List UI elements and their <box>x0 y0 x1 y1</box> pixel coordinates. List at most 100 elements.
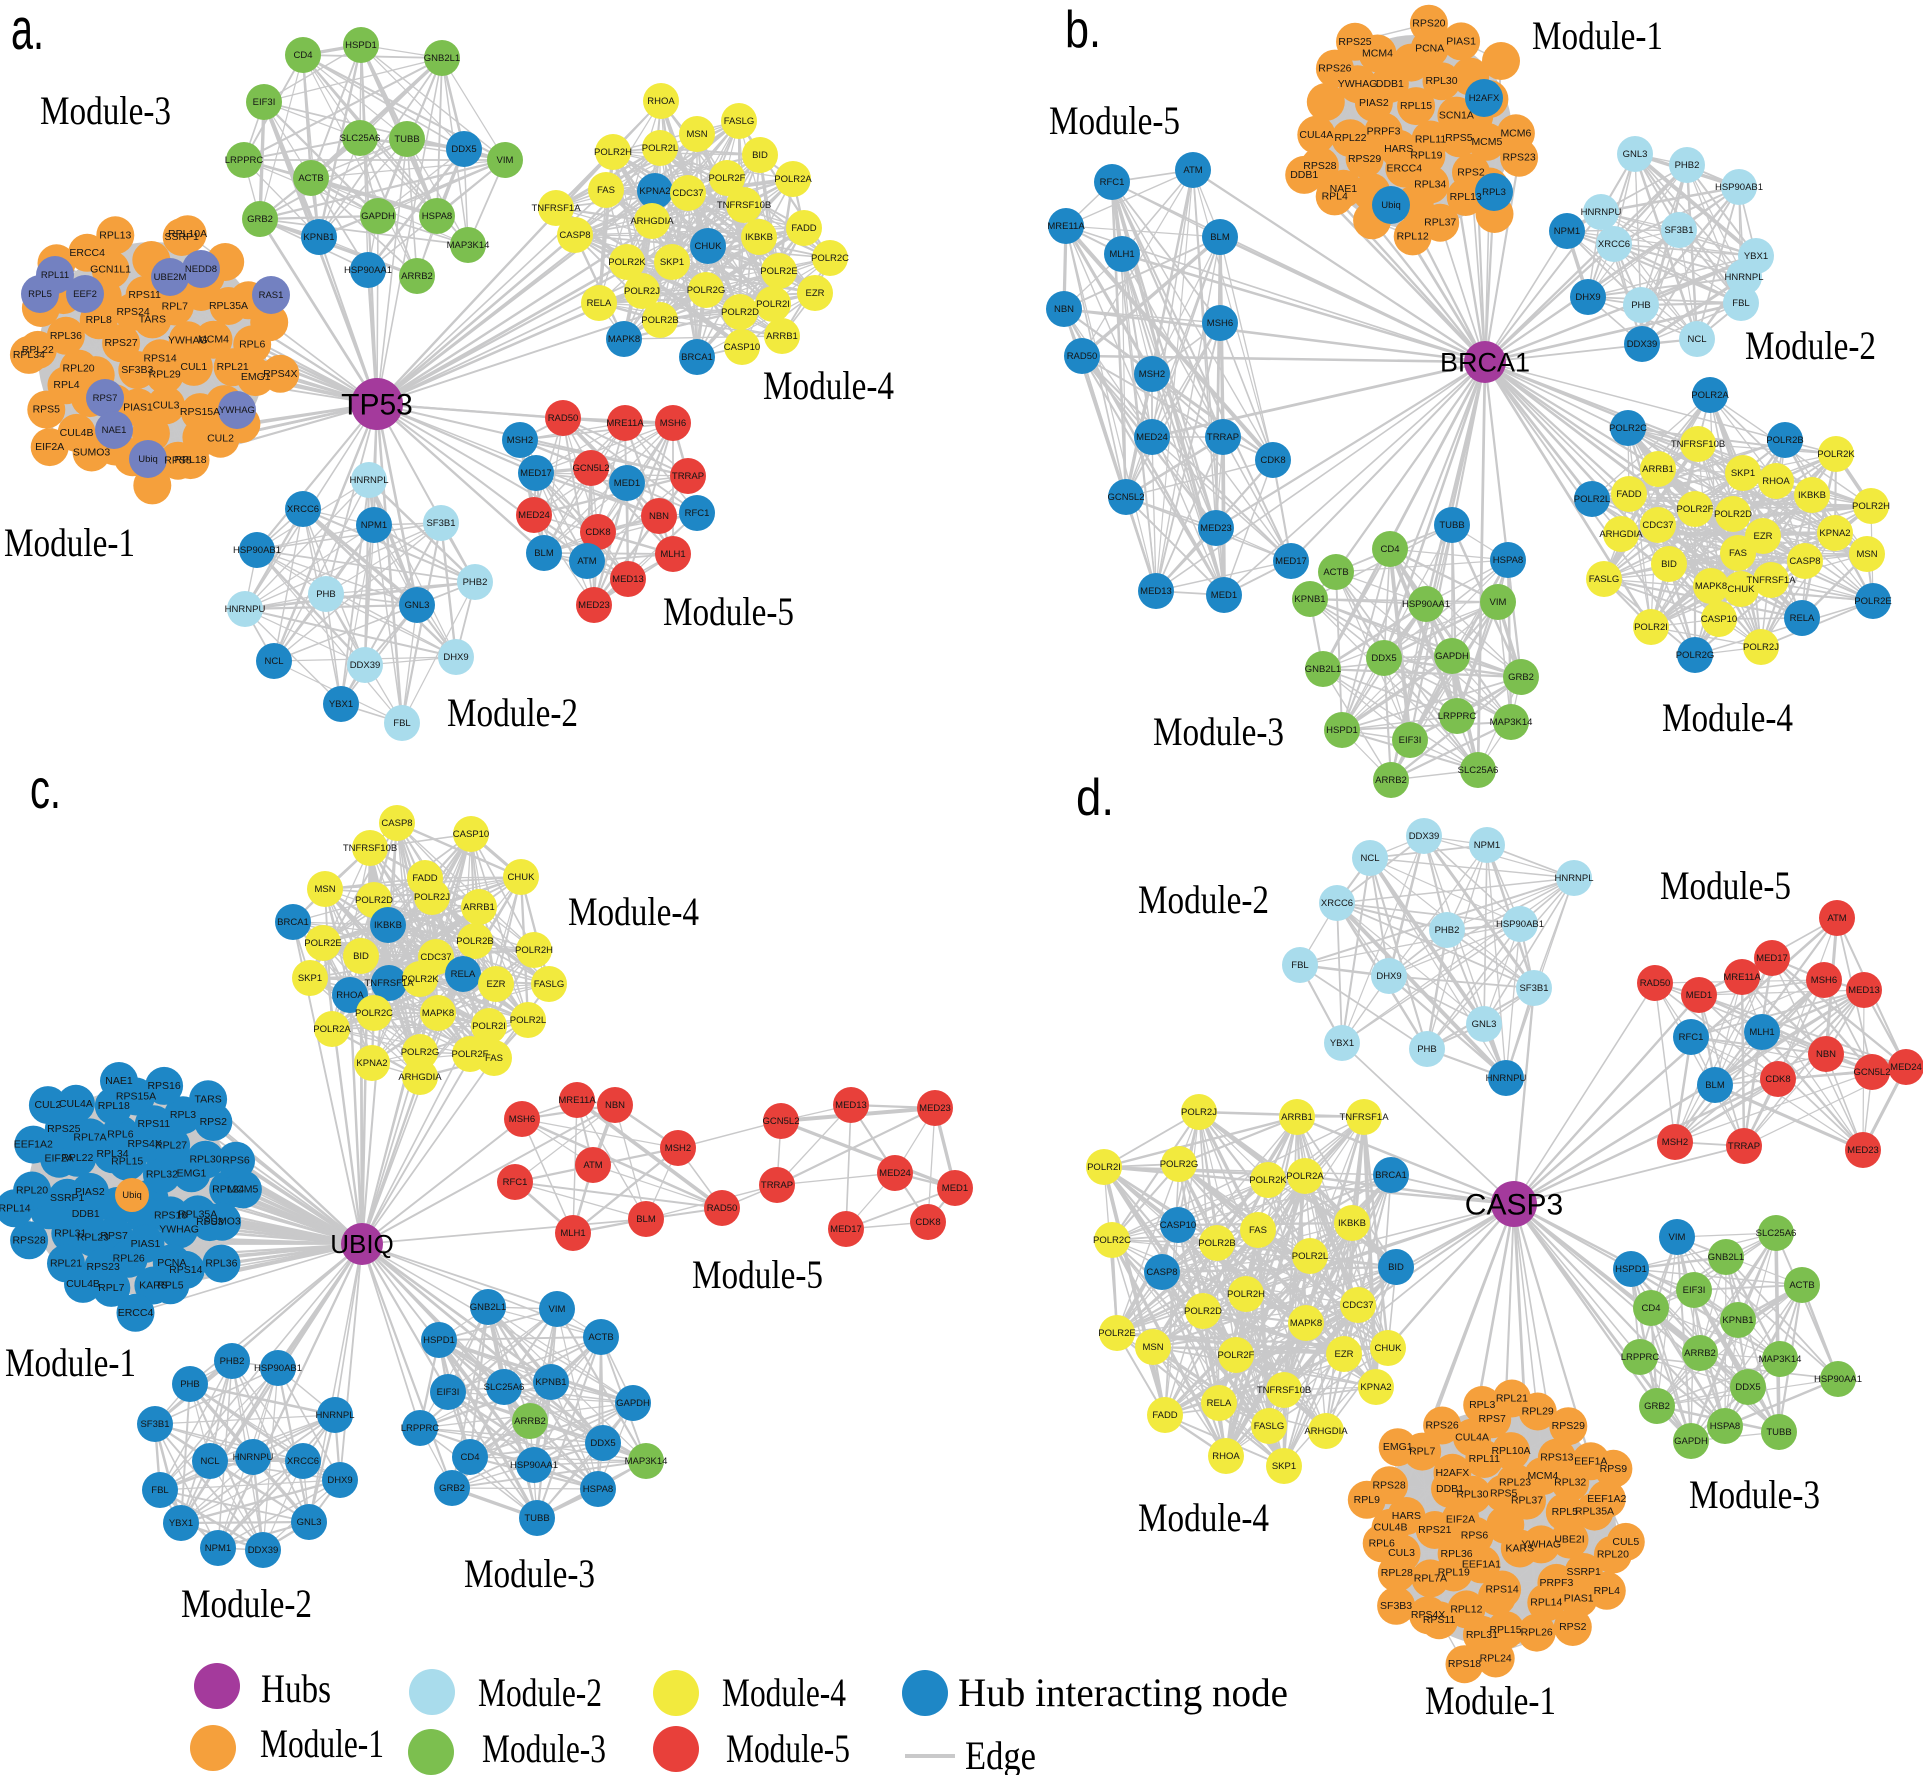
svg-text:NBN: NBN <box>605 1100 625 1111</box>
svg-text:BRCA1: BRCA1 <box>1375 1170 1407 1181</box>
svg-text:RPL7: RPL7 <box>1409 1446 1435 1458</box>
svg-text:RPL22: RPL22 <box>1334 132 1366 144</box>
svg-text:TRRAP: TRRAP <box>761 1180 793 1191</box>
svg-text:CHUK: CHUK <box>695 241 723 252</box>
svg-text:HSPA8: HSPA8 <box>583 1484 613 1495</box>
svg-text:KPNB1: KPNB1 <box>535 1377 566 1388</box>
svg-text:MED13: MED13 <box>835 1100 867 1111</box>
svg-text:GCN5L2: GCN5L2 <box>763 1116 800 1127</box>
svg-text:MED23: MED23 <box>919 1103 951 1114</box>
svg-text:CUL5: CUL5 <box>1612 1536 1639 1548</box>
svg-text:RPL36: RPL36 <box>1441 1548 1473 1560</box>
svg-text:Hubs: Hubs <box>261 1666 331 1711</box>
svg-text:ARRB1: ARRB1 <box>1642 464 1674 475</box>
svg-text:POLR2F: POLR2F <box>709 173 746 184</box>
svg-text:POLR2K: POLR2K <box>608 257 646 268</box>
svg-text:DDX39: DDX39 <box>1409 831 1440 842</box>
svg-text:RAD50: RAD50 <box>548 413 579 424</box>
svg-text:ATM: ATM <box>1827 913 1846 924</box>
svg-text:RPL23: RPL23 <box>1499 1477 1531 1489</box>
svg-text:RPL21: RPL21 <box>50 1257 82 1269</box>
svg-text:MCM4: MCM4 <box>1527 1470 1558 1482</box>
svg-text:RPS28: RPS28 <box>12 1234 45 1246</box>
svg-text:MAPK8: MAPK8 <box>608 334 640 345</box>
svg-text:PIAS1: PIAS1 <box>131 1238 161 1250</box>
svg-text:RAD50: RAD50 <box>1067 351 1098 362</box>
svg-text:POLR2A: POLR2A <box>1691 390 1729 401</box>
svg-text:DDB1: DDB1 <box>72 1208 100 1220</box>
svg-text:CDC37: CDC37 <box>1642 520 1673 531</box>
svg-text:MRE11A: MRE11A <box>1723 972 1761 983</box>
svg-text:POLR2F: POLR2F <box>1677 504 1714 515</box>
svg-text:SUMO3: SUMO3 <box>73 447 111 459</box>
svg-text:PHB2: PHB2 <box>220 1356 245 1367</box>
svg-text:FADD: FADD <box>1152 1410 1177 1421</box>
svg-text:TARS: TARS <box>139 313 166 325</box>
svg-text:RPL19: RPL19 <box>1438 1567 1470 1579</box>
svg-text:HARS: HARS <box>1392 1510 1421 1522</box>
svg-text:Module-2: Module-2 <box>478 1670 602 1715</box>
svg-text:NAE1: NAE1 <box>1330 183 1358 195</box>
svg-text:CUL2: CUL2 <box>207 433 234 445</box>
svg-text:YBX1: YBX1 <box>1744 251 1768 262</box>
svg-text:MSH6: MSH6 <box>1811 975 1837 986</box>
svg-text:Module-4: Module-4 <box>763 363 894 408</box>
svg-text:XRCC6: XRCC6 <box>287 504 319 515</box>
svg-text:RPL7A: RPL7A <box>73 1131 106 1143</box>
svg-text:SF3B1: SF3B1 <box>1664 225 1693 236</box>
svg-text:MLH1: MLH1 <box>560 1228 585 1239</box>
svg-text:RPL35A: RPL35A <box>178 1208 217 1220</box>
svg-text:RPL15: RPL15 <box>1400 100 1432 112</box>
svg-text:Module-4: Module-4 <box>722 1670 846 1715</box>
svg-text:FBL: FBL <box>151 1485 168 1496</box>
svg-text:HSP90AA1: HSP90AA1 <box>1402 599 1450 610</box>
svg-text:Module-4: Module-4 <box>1662 695 1793 740</box>
svg-text:RPL34: RPL34 <box>1414 179 1446 191</box>
svg-text:Ubiq: Ubiq <box>138 454 158 465</box>
svg-text:ARHGDIA: ARHGDIA <box>630 216 674 227</box>
svg-text:UBE2I: UBE2I <box>1554 1534 1584 1546</box>
svg-text:HSPA8: HSPA8 <box>422 211 452 222</box>
svg-text:POLR2C: POLR2C <box>355 1008 393 1019</box>
svg-text:YBX1: YBX1 <box>169 1518 193 1529</box>
svg-text:RPL10A: RPL10A <box>1491 1445 1530 1457</box>
svg-text:VIM: VIM <box>1669 1232 1686 1243</box>
svg-text:Ubiq: Ubiq <box>1381 200 1401 211</box>
svg-text:GRB2: GRB2 <box>1644 1401 1670 1412</box>
svg-text:EZR: EZR <box>1335 1349 1354 1360</box>
svg-text:DDX5: DDX5 <box>1735 1382 1760 1393</box>
svg-text:PIAS1: PIAS1 <box>123 401 153 413</box>
svg-text:PCNA: PCNA <box>157 1257 186 1269</box>
svg-text:POLR2J: POLR2J <box>1181 1107 1217 1118</box>
svg-text:EMG1: EMG1 <box>1383 1441 1413 1453</box>
svg-text:UBIQ: UBIQ <box>330 1229 394 1259</box>
svg-text:HSP90AB1: HSP90AB1 <box>1496 919 1544 930</box>
svg-text:CHUK: CHUK <box>1728 584 1756 595</box>
svg-text:VIM: VIM <box>497 155 514 166</box>
svg-text:PIAS2: PIAS2 <box>1359 97 1389 109</box>
svg-text:MED17: MED17 <box>1756 953 1788 964</box>
svg-text:GRB2: GRB2 <box>247 214 273 225</box>
svg-text:BLM: BLM <box>1705 1080 1725 1091</box>
svg-text:SF3B1: SF3B1 <box>1519 983 1548 994</box>
svg-text:RPL18: RPL18 <box>174 454 206 466</box>
svg-text:MSH6: MSH6 <box>660 418 686 429</box>
svg-text:RFC1: RFC1 <box>685 508 710 519</box>
svg-text:POLR2D: POLR2D <box>1714 509 1752 520</box>
svg-text:TNFRSF1A: TNFRSF1A <box>1746 575 1796 586</box>
svg-text:ERCC4: ERCC4 <box>1387 163 1423 175</box>
svg-text:c.: c. <box>30 757 61 820</box>
svg-text:RAD50: RAD50 <box>707 1203 738 1214</box>
svg-text:ACTB: ACTB <box>588 1332 613 1343</box>
svg-text:TNFRSF1A: TNFRSF1A <box>531 203 581 214</box>
svg-text:RPS2: RPS2 <box>200 1116 228 1128</box>
svg-text:Module-5: Module-5 <box>1660 863 1791 908</box>
svg-text:HNRNPL: HNRNPL <box>1724 272 1763 283</box>
svg-text:MAP3K14: MAP3K14 <box>447 240 490 251</box>
svg-text:VIM: VIM <box>549 1304 566 1315</box>
svg-text:MSH2: MSH2 <box>1139 369 1165 380</box>
svg-text:MLH1: MLH1 <box>1749 1027 1774 1038</box>
svg-text:GAPDH: GAPDH <box>1674 1436 1708 1447</box>
svg-text:FASLG: FASLG <box>534 979 565 990</box>
svg-text:POLR2B: POLR2B <box>1198 1238 1236 1249</box>
